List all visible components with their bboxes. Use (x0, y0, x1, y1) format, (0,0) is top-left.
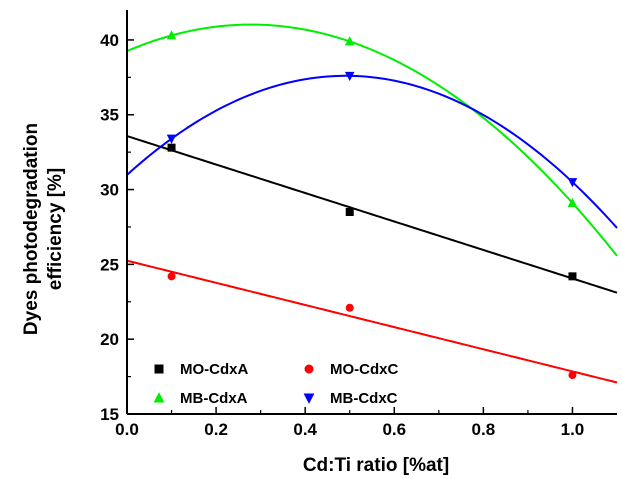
legend-label: MO-CdxA (180, 361, 248, 378)
fit-curves (126, 23, 618, 384)
point-mb-cdxa (166, 30, 177, 40)
legend-item-mo-cdxc: MO-CdxC (304, 361, 398, 378)
x-tick-label: 0.0 (115, 420, 139, 439)
legend-label: MB-CdxC (330, 390, 398, 407)
point-mo-cdxa (167, 143, 176, 152)
legend-marker (303, 393, 315, 404)
y-tick-label: 30 (100, 181, 119, 200)
y-tick-label: 25 (100, 255, 119, 274)
y-tick-label: 35 (100, 106, 119, 125)
y-tick-label: 15 (100, 405, 119, 424)
y-tick-label: 40 (100, 31, 119, 50)
legend-item-mo-cdxa: MO-CdxA (154, 361, 248, 378)
x-tick-label: 0.8 (472, 420, 496, 439)
x-tick-label: 0.4 (293, 420, 317, 439)
point-mo-cdxa (345, 208, 354, 216)
point-mo-cdxa (568, 272, 577, 281)
fit-line-mb-cdxc (126, 74, 618, 229)
data-markers (166, 30, 578, 380)
fit-line-mb-cdxa (126, 23, 618, 257)
point-mo-cdxc (167, 272, 176, 281)
fit-line-mo-cdxa (126, 135, 618, 294)
x-tick-label: 0.2 (204, 420, 228, 439)
legend-marker (304, 364, 314, 374)
axes: 0.0 0.2 0.4 0.6 0.8 1.0 15 20 25 30 35 40 (100, 10, 617, 439)
legend-marker (154, 364, 164, 374)
point-mo-cdxc (345, 303, 354, 312)
point-mb-cdxc (166, 134, 177, 144)
legend-label: MB-CdxA (180, 390, 248, 407)
y-axis-label-line-1: Dyes photodegradation (21, 123, 42, 335)
point-mb-cdxc (567, 178, 578, 188)
point-mo-cdxc (568, 371, 577, 380)
x-tick-label: 0.6 (382, 420, 406, 439)
legend-label: MO-CdxC (330, 361, 398, 378)
legend: MO-CdxA MO-CdxC MB-CdxA MB-CdxC (153, 361, 398, 407)
point-mb-cdxc (344, 71, 355, 82)
y-tick-label: 20 (100, 330, 119, 349)
y-axis-label-line-2: efficiency [%] (45, 168, 66, 290)
x-axis-label: Cd:Ti ratio [%at] (303, 455, 449, 476)
legend-item-mb-cdxa: MB-CdxA (153, 390, 248, 407)
fit-line-mo-cdxc (126, 259, 618, 384)
x-tick-label: 1.0 (561, 420, 585, 439)
legend-marker (153, 392, 165, 403)
legend-item-mb-cdxc: MB-CdxC (303, 390, 398, 407)
point-mb-cdxa (344, 36, 355, 46)
point-mb-cdxa (567, 197, 578, 208)
